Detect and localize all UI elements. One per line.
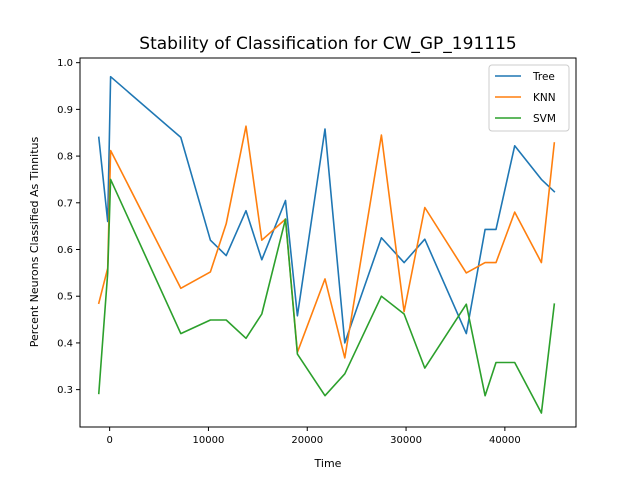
series-line-knn xyxy=(97,125,556,359)
series-line-svm xyxy=(97,178,556,414)
x-tick-label: 20000 xyxy=(291,435,323,446)
chart-title: Stability of Classification for CW_GP_19… xyxy=(139,34,516,54)
x-tick-label: 10000 xyxy=(193,435,225,446)
legend: Tree KNN SVM xyxy=(488,64,570,132)
series-line-tree xyxy=(97,75,556,344)
plot-area-frame xyxy=(79,57,577,428)
legend-label-knn: KNN xyxy=(533,92,556,104)
x-axis-label: Time xyxy=(314,457,342,470)
x-axis: 0 10000 20000 30000 40000 xyxy=(106,427,521,446)
y-tick-label: 0.8 xyxy=(57,152,73,163)
y-axis-label: Percent Neurons Classified As Tinnitus xyxy=(28,137,41,348)
y-tick-label: 1.0 xyxy=(57,58,73,69)
y-tick-label: 0.3 xyxy=(57,385,73,396)
y-tick-label: 0.4 xyxy=(57,338,73,349)
x-tick-label: 30000 xyxy=(390,435,422,446)
series-layer xyxy=(97,75,556,414)
y-tick-label: 0.9 xyxy=(57,105,73,116)
legend-label-tree: Tree xyxy=(532,71,555,83)
legend-box xyxy=(488,64,570,132)
y-tick-label: 0.5 xyxy=(57,292,73,303)
legend-label-svm: SVM xyxy=(533,113,556,125)
x-tick-label: 0 xyxy=(106,435,112,446)
y-axis: 0.3 0.4 0.5 0.6 0.7 0.8 0.9 1.0 xyxy=(57,58,80,396)
y-tick-label: 0.6 xyxy=(57,245,73,256)
x-tick-label: 40000 xyxy=(489,435,521,446)
y-tick-label: 0.7 xyxy=(57,198,73,209)
